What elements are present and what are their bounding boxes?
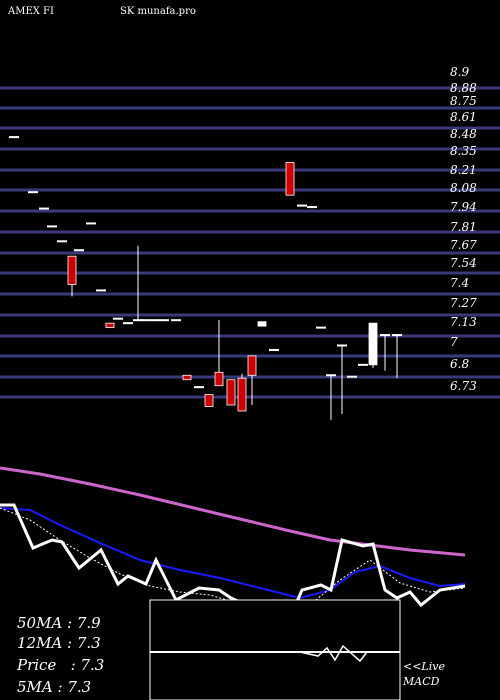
- candle: [358, 363, 368, 366]
- gridline: [0, 313, 500, 317]
- candle: [214, 320, 224, 387]
- candle: [57, 240, 67, 243]
- candle: [96, 289, 106, 292]
- price-legend: Price : 7.3: [17, 656, 105, 674]
- candle: [204, 394, 214, 407]
- candle: [347, 375, 357, 378]
- ma12-line: [0, 507, 466, 600]
- gridline: [0, 271, 500, 275]
- candle: [337, 344, 347, 414]
- candle: [171, 319, 181, 322]
- candle: [141, 319, 151, 322]
- price-tick-label: 7.54: [450, 256, 477, 270]
- candle: [159, 319, 169, 322]
- price-tick-label: 7: [450, 335, 458, 349]
- ma12-legend: 12MA : 7.3: [17, 634, 101, 652]
- gridline: [0, 395, 500, 399]
- candle: [39, 207, 49, 210]
- candle: [151, 319, 161, 322]
- price-tick-label: 8.48: [450, 127, 477, 141]
- gridline: [0, 334, 500, 338]
- gridline: [0, 106, 500, 110]
- macd-live-label: <<Live: [403, 660, 445, 673]
- price-gridlines: [0, 86, 500, 399]
- candle: [257, 321, 267, 327]
- gridline: [0, 209, 500, 213]
- ma50-line: [0, 466, 466, 557]
- gridline: [0, 292, 500, 296]
- ma5-legend: 5MA : 7.3: [17, 678, 92, 696]
- price-tick-label: 8.61: [450, 110, 477, 124]
- candle: [74, 249, 84, 252]
- price-tick-label: 8.75: [450, 94, 477, 108]
- gridline: [0, 147, 500, 151]
- price-tick-label: 7.13: [450, 315, 477, 329]
- price-tick-label: 6.73: [450, 379, 477, 393]
- candle: [285, 162, 295, 196]
- price-tick-label: 7.81: [450, 220, 477, 234]
- candle: [113, 317, 123, 320]
- gridline: [0, 168, 500, 172]
- macd-line: [299, 644, 383, 663]
- macd-label: MACD: [403, 675, 440, 688]
- candle: [269, 348, 279, 351]
- header-exchange: AMEX FI: [7, 6, 54, 17]
- price-tick-label: 8.08: [450, 181, 477, 195]
- price-tick-label: 7.4: [450, 276, 469, 290]
- candle: [226, 379, 236, 406]
- price-tick-label: 6.8: [450, 357, 469, 371]
- candle: [307, 206, 317, 209]
- ma50-legend: 50MA : 7.9: [17, 614, 101, 632]
- candle: [247, 355, 257, 406]
- price-tick-label: 8.9: [450, 65, 469, 79]
- price-tick-label: 7.67: [450, 238, 477, 252]
- candle: [47, 225, 57, 228]
- gridline: [0, 230, 500, 234]
- price-axis: 8.9 8.888.75 8.61 8.48 8.35 8.21 8.08 7.94 7.81 7…: [450, 65, 477, 393]
- header-symbol-site: SK munafa.pro: [120, 6, 196, 17]
- candle: [133, 245, 143, 322]
- candle: [380, 334, 390, 371]
- price-tick-label: 8.88: [450, 81, 477, 95]
- candle: [86, 222, 96, 225]
- candle: [316, 326, 326, 329]
- gridline: [0, 126, 500, 130]
- candle: [67, 255, 77, 297]
- candle: [297, 204, 307, 207]
- gridline: [0, 86, 500, 90]
- candle: [28, 191, 38, 194]
- gridline: [0, 188, 500, 192]
- price-tick-label: 8.21: [450, 163, 477, 177]
- ma5-line: [0, 507, 466, 611]
- gridline: [0, 251, 500, 255]
- candle: [182, 374, 192, 381]
- price-tick-label: 8.35: [450, 144, 477, 158]
- candle: [194, 386, 204, 389]
- candle: [105, 322, 115, 329]
- price-tick-label: 7.94: [450, 200, 477, 214]
- candlesticks: [9, 136, 402, 420]
- candle: [123, 322, 133, 325]
- candle: [368, 322, 378, 368]
- gridline: [0, 375, 500, 379]
- moving-average-lines: [0, 466, 466, 620]
- candle: [392, 334, 402, 379]
- candle: [326, 374, 336, 420]
- candle: [237, 373, 247, 412]
- price-tick-label: 7.27: [450, 296, 477, 310]
- macd-panel: [149, 599, 401, 700]
- price-line: [0, 503, 466, 620]
- candle: [9, 136, 19, 139]
